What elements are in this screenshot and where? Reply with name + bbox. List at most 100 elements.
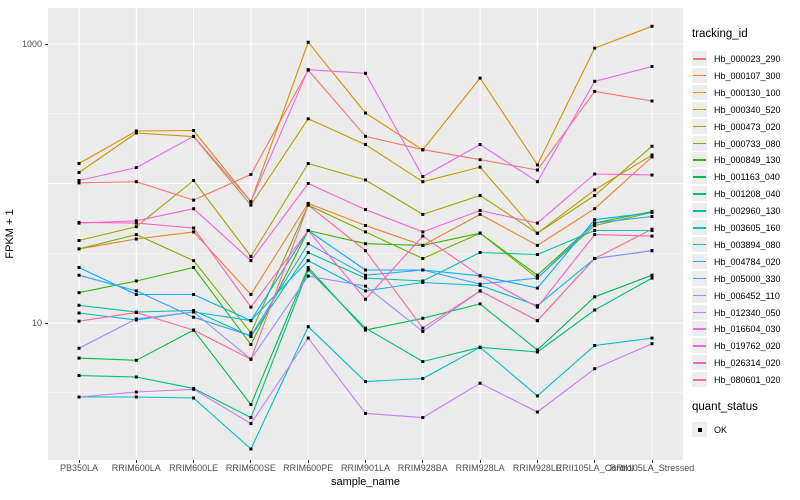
legend-item-Hb_000849_130: Hb_000849_130 <box>692 151 800 168</box>
legend-key-swatch <box>692 203 707 219</box>
series-line-icon <box>693 176 706 178</box>
legend-key-swatch <box>692 152 707 168</box>
legend-key-swatch <box>692 51 707 66</box>
series-line-icon <box>693 210 706 212</box>
series-line-icon <box>693 74 706 77</box>
legend-item-label: Hb_000340_520 <box>714 104 781 115</box>
legend-item-label: Hb_001163_040 <box>714 172 780 183</box>
x-tick-mark <box>479 460 481 463</box>
legend-item-Hb_001163_040: Hb_001163_040 <box>692 168 800 185</box>
legend-key-swatch <box>692 355 707 371</box>
legend-item-quant-ok: OK <box>692 421 800 438</box>
series-line-icon <box>693 379 706 381</box>
legend-item-label: Hb_080601_020 <box>714 375 781 386</box>
legend-item-label: Hb_000733_080 <box>714 138 781 149</box>
legend-item-label: Hb_000023_290 <box>714 54 781 64</box>
x-tick-mark <box>78 460 80 463</box>
x-tick-mark <box>193 460 195 463</box>
legend-key-swatch <box>692 236 707 252</box>
legend-item-Hb_000130_100: Hb_000130_100 <box>692 84 800 101</box>
y-axis-title: FPKM + 1 <box>4 209 16 259</box>
legend-item-Hb_080601_020: Hb_080601_020 <box>692 371 800 388</box>
x-tick-mark <box>135 460 137 463</box>
legend-item-label: Hb_004784_020 <box>714 256 781 267</box>
legend-item-Hb_001208_040: Hb_001208_040 <box>692 185 800 202</box>
x-tick-mark <box>250 460 252 463</box>
plot-panel <box>48 8 683 460</box>
legend-item-label: Hb_026314_020 <box>714 358 781 369</box>
legend-item-label: Hb_016604_030 <box>714 324 781 335</box>
y-tick-mark <box>44 322 48 324</box>
legend-item-label: Hb_003605_160 <box>714 223 781 233</box>
legend-item-label: Hb_012340_050 <box>714 307 781 318</box>
series-line-icon <box>693 142 706 144</box>
legend-item-Hb_000107_300: Hb_000107_300 <box>692 67 800 84</box>
series-line-icon <box>693 328 706 330</box>
legend-item-label: Hb_001208_040 <box>714 189 781 200</box>
series-line-icon <box>693 108 706 111</box>
legend-item-Hb_012340_050: Hb_012340_050 <box>692 304 800 321</box>
series-line-icon <box>693 311 706 313</box>
legend-key-swatch <box>692 118 707 134</box>
legend-key-swatch <box>692 372 707 388</box>
legend-key-swatch <box>692 186 707 202</box>
legend-item-Hb_003605_160: Hb_003605_160 <box>692 219 800 236</box>
x-tick-mark <box>594 460 596 463</box>
legend-key-swatch <box>692 84 707 100</box>
legend-item-label: Hb_006452_110 <box>714 290 780 301</box>
legend-item-label: Hb_000130_100 <box>714 87 781 98</box>
series-line-icon <box>693 345 706 347</box>
series-line-icon <box>693 159 706 161</box>
x-tick-mark <box>307 460 309 463</box>
legend-key-swatch <box>692 220 707 235</box>
legend-item-label: Hb_005000_330 <box>714 273 781 284</box>
series-line-icon <box>693 91 706 94</box>
legend-key-swatch <box>692 321 707 337</box>
x-tick-mark <box>651 460 653 463</box>
legend-key-swatch <box>692 67 707 83</box>
legend-item-Hb_000733_080: Hb_000733_080 <box>692 135 800 152</box>
quant-ok-label: OK <box>714 425 728 435</box>
point-square-icon <box>698 428 702 432</box>
legend-title-tracking-id: tracking_id <box>692 28 748 40</box>
x-tick-label-RRII105LA_Stressed: RRII105LA_Stressed <box>609 463 695 473</box>
legend-item-label: Hb_000849_130 <box>714 155 781 166</box>
x-tick-label-RRIM600PE: RRIM600PE <box>283 463 334 473</box>
legend-item-Hb_000023_290: Hb_000023_290 <box>692 50 800 67</box>
x-tick-label-RRIM928LE: RRIM928LE <box>512 463 562 473</box>
legend-title-quant-status: quant_status <box>692 401 758 413</box>
legend-item-label: Hb_003894_080 <box>714 239 781 250</box>
x-axis-title: sample_name <box>330 476 401 488</box>
y-tick-label-1000: 1000 <box>21 38 42 49</box>
legend-item-Hb_026314_020: Hb_026314_020 <box>692 354 800 371</box>
series-line-icon <box>693 294 706 297</box>
series-line-icon <box>693 58 706 60</box>
legend-item-Hb_002960_130: Hb_002960_130 <box>692 202 800 219</box>
x-tick-mark <box>365 460 366 463</box>
legend-item-Hb_003894_080: Hb_003894_080 <box>692 236 800 253</box>
legend-key-swatch <box>692 253 707 269</box>
x-tick-label-PB350LA: PB350LA <box>59 463 99 473</box>
legend-key-swatch <box>692 338 707 354</box>
legend-item-Hb_019762_020: Hb_019762_020 <box>692 337 800 354</box>
legend-key-swatch <box>692 135 707 151</box>
series-line-icon <box>693 243 706 246</box>
x-tick-label-RRIM600LE: RRIM600LE <box>169 463 219 473</box>
legend-item-label: Hb_000473_020 <box>714 121 781 132</box>
legend-item-Hb_016604_030: Hb_016604_030 <box>692 320 800 337</box>
legend-item-label: Hb_019762_020 <box>714 341 781 352</box>
series-line-icon <box>693 260 706 263</box>
x-tick-mark <box>422 460 424 463</box>
legend-key-swatch <box>692 287 707 303</box>
x-tick-label-RRII105LA_Control: RRII105LA_Control <box>555 463 634 473</box>
series-line-icon <box>693 362 706 364</box>
x-tick-label-RRIM600SE: RRIM600SE <box>225 463 276 473</box>
legend-key-swatch <box>692 101 707 117</box>
legend-item-label: Hb_002960_130 <box>714 206 781 217</box>
series-line-icon <box>693 125 706 128</box>
legend-item-Hb_006452_110: Hb_006452_110 <box>692 287 800 304</box>
quant-ok-key <box>692 422 707 437</box>
x-tick-label-RRIM928LA: RRIM928LA <box>455 463 505 473</box>
x-tick-label-RRIM928BA: RRIM928BA <box>397 463 448 473</box>
